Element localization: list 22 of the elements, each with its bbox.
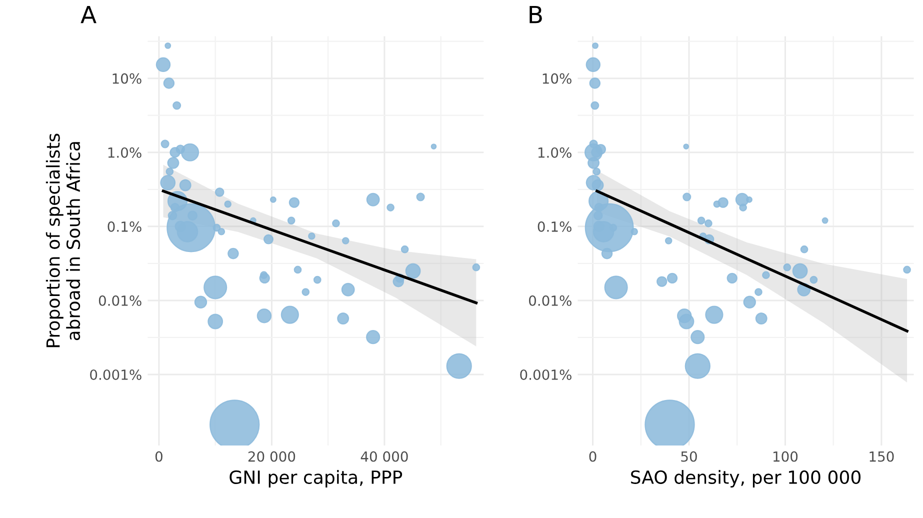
y-tick-label: 1.0% (538, 147, 572, 158)
x-tick-label: 150 (870, 451, 894, 462)
x-axis-title: SAO density, per 100 000 (631, 470, 860, 488)
x-tick-label: 40 000 (360, 451, 408, 462)
x-axis-title: GNI per capita, PPP (230, 470, 402, 488)
chart-title: B (530, 6, 542, 24)
chart-title: A (80, 6, 96, 24)
x-tick-label: 100 (773, 451, 798, 462)
y-tick-label: 0.001% (520, 369, 572, 380)
y-tick-label: 0.1% (108, 221, 142, 232)
x-tick-label: 0 (155, 451, 162, 462)
y-tick-label: 0.1% (538, 221, 572, 232)
x-tick-label: 50 (681, 451, 697, 462)
y-tick-label: 10% (542, 73, 572, 84)
y-tick-label: 10% (112, 73, 142, 84)
y-tick-label: 0.001% (90, 369, 142, 380)
x-tick-label: 0 (589, 451, 596, 462)
x-tick-label: 20 000 (248, 451, 296, 462)
y-axis-title: Proportion of specialists abroad in South Africa (46, 134, 80, 348)
y-tick-label: 1.0% (108, 147, 142, 158)
y-tick-label: 0.01% (98, 295, 142, 306)
y-tick-label: 0.01% (529, 295, 572, 306)
